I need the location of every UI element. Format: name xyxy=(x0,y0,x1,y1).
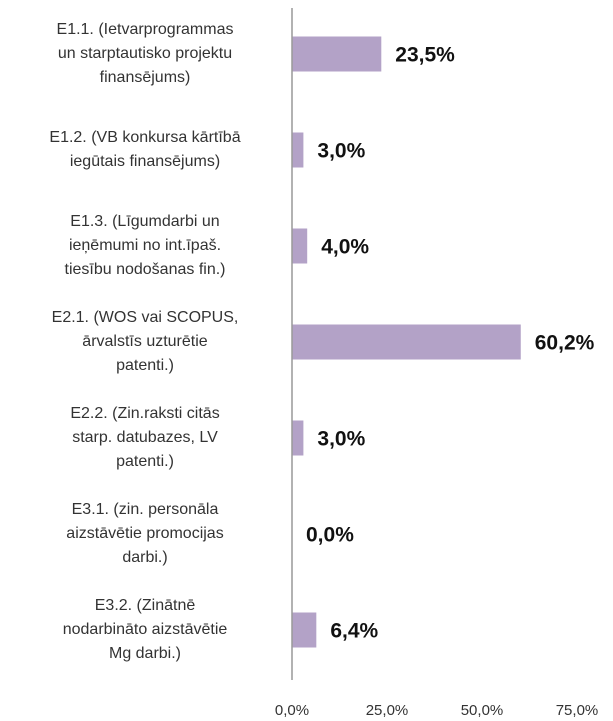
category-label-line: E1.3. (Līgumdarbi un xyxy=(70,213,219,230)
category-label: E2.2. (Zin.raksti citās starp. datubazes,… xyxy=(70,405,219,470)
category-label-line: aizstāvētie promocijas xyxy=(66,525,223,542)
category-label: E3.2. (Zinātnē nodarbināto aizstāvētie Mg … xyxy=(63,597,228,662)
category-label-line: E2.2. (Zin.raksti citās xyxy=(70,405,219,422)
value-label: 0,0% xyxy=(306,524,354,547)
category-label-line: starp. datubazes, LV xyxy=(72,429,218,446)
x-tick-label: 25,0% xyxy=(366,702,409,719)
category-label-line: darbi.) xyxy=(122,549,167,566)
x-tick-label: 0,0% xyxy=(275,702,309,719)
category-label-line: tiesību nodošanas fin.) xyxy=(65,261,226,278)
value-label: 6,4% xyxy=(330,620,378,643)
bar xyxy=(292,36,382,72)
bar xyxy=(292,132,304,168)
x-tick-label: 75,0% xyxy=(556,702,599,719)
category-label: E1.3. (Līgumdarbi un ieņēmumi no int.īpaš… xyxy=(65,213,226,278)
category-label-line: ārvalstīs uzturētie xyxy=(82,333,207,350)
bar xyxy=(292,612,317,648)
value-label: 3,0% xyxy=(317,140,365,163)
category-label-line: patenti.) xyxy=(116,453,174,470)
value-label: 4,0% xyxy=(321,236,369,259)
category-label-line: E3.2. (Zinātnē xyxy=(95,597,196,614)
category-label: E3.1. (zin. personāla aizstāvētie promoci… xyxy=(66,501,223,566)
category-label-line: patenti.) xyxy=(116,357,174,374)
category-label: E1.1. (Ietvarprogrammas un starptautisko … xyxy=(57,21,234,86)
value-label: 23,5% xyxy=(395,44,455,67)
category-label-line: un starptautisko projektu xyxy=(58,45,232,62)
category-label-line: Mg darbi.) xyxy=(109,645,181,662)
bar xyxy=(292,228,308,264)
category-label-line: E1.2. (VB konkursa kārtībā xyxy=(49,129,240,146)
category-label-line: E1.1. (Ietvarprogrammas xyxy=(57,21,234,38)
x-tick-label: 50,0% xyxy=(461,702,504,719)
bar xyxy=(292,324,521,360)
category-label: E1.2. (VB konkursa kārtībā iegūtais finan… xyxy=(49,129,240,170)
category-label-line: nodarbināto aizstāvētie xyxy=(63,621,228,638)
category-label-line: ieņēmumi no int.īpaš. xyxy=(69,237,221,254)
value-label: 3,0% xyxy=(317,428,365,451)
category-label-line: iegūtais finansējums) xyxy=(70,153,220,170)
bar xyxy=(292,420,304,456)
category-label-line: finansējums) xyxy=(100,69,191,86)
category-label-line: E2.1. (WOS vai SCOPUS, xyxy=(52,309,239,326)
value-label: 60,2% xyxy=(535,332,595,355)
category-label: E2.1. (WOS vai SCOPUS, ārvalstīs uzturēti… xyxy=(52,309,239,374)
category-label-line: E3.1. (zin. personāla xyxy=(72,501,219,518)
